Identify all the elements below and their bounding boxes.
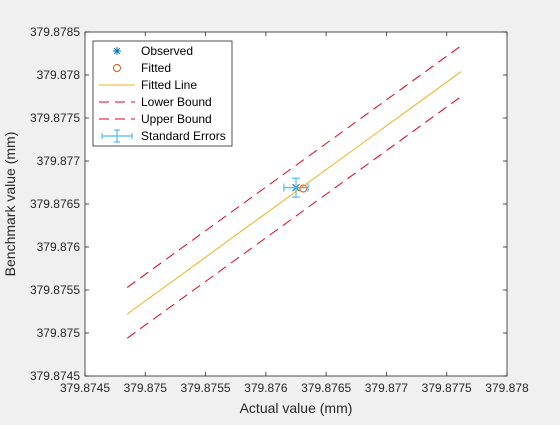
x-tick-label: 379.876 xyxy=(244,381,288,395)
y-tick-label: 379.878 xyxy=(37,68,81,82)
legend-entry: Observed xyxy=(113,44,193,58)
series-upper-bound xyxy=(126,45,462,288)
legend: Observed Fitted Fitted Line Lower Bound Uppe… xyxy=(92,40,233,147)
y-axis-label: Benchmark value (mm) xyxy=(2,132,18,277)
legend-entry: Fitted Line xyxy=(99,78,197,92)
legend-label: Observed xyxy=(141,44,193,58)
x-tick-label: 379.8745 xyxy=(60,381,110,395)
y-tick-label: 379.8755 xyxy=(30,283,80,297)
legend-box xyxy=(92,40,233,147)
y-tick-label: 379.8775 xyxy=(30,111,80,125)
x-axis-label: Actual value (mm) xyxy=(240,400,353,416)
legend-label: Upper Bound xyxy=(141,112,212,126)
y-tick-label: 379.875 xyxy=(37,326,81,340)
y-tick-label: 379.8745 xyxy=(30,369,80,383)
x-tick-label: 379.8765 xyxy=(301,381,351,395)
y-tick-label: 379.876 xyxy=(37,240,81,254)
legend-label: Standard Errors xyxy=(141,129,226,143)
y-tick-label: 379.877 xyxy=(37,154,81,168)
y-tick-label: 379.8785 xyxy=(30,25,80,39)
series-standard-errors xyxy=(283,177,309,198)
legend-label: Fitted xyxy=(141,61,171,75)
legend-entry: Standard Errors xyxy=(101,129,226,143)
x-tick-label: 379.8775 xyxy=(422,381,472,395)
series-lower-bound xyxy=(126,96,462,339)
legend-label: Lower Bound xyxy=(141,95,212,109)
legend-entry: Upper Bound xyxy=(99,112,212,126)
legend-entry: Lower Bound xyxy=(99,95,212,109)
x-tick-label: 379.875 xyxy=(124,381,168,395)
y-tick-label: 379.8765 xyxy=(30,197,80,211)
x-tick-label: 379.877 xyxy=(365,381,409,395)
series-fitted-line xyxy=(126,71,462,315)
x-tick-label: 379.878 xyxy=(485,381,529,395)
plot-content xyxy=(126,45,462,339)
legend-label: Fitted Line xyxy=(141,78,197,92)
x-tick-label: 379.8755 xyxy=(181,381,231,395)
axes: 379.8745 379.875 379.8755 379.876 379.8765 37… xyxy=(30,25,529,395)
legend-entry: Fitted xyxy=(113,61,171,75)
